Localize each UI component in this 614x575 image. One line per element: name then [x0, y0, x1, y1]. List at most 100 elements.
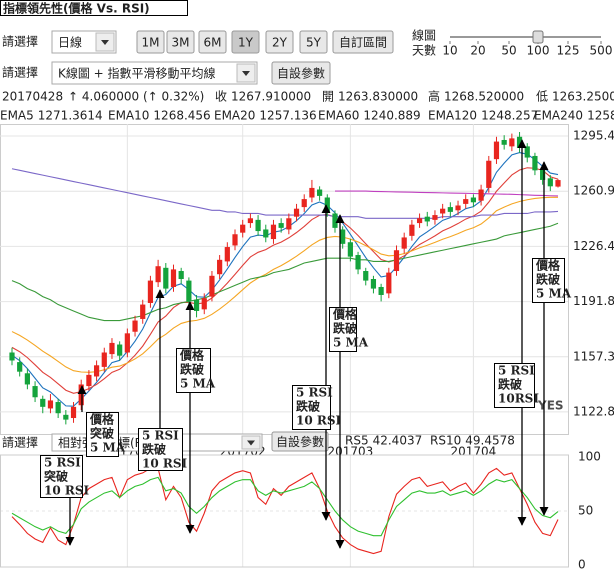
- annotation-text: 5 RSI: [498, 364, 535, 378]
- y-tick-label: 1122.81: [573, 404, 614, 418]
- candle-body: [201, 298, 207, 310]
- annotation-box: [329, 307, 357, 352]
- days-tick-label: 50: [501, 44, 516, 58]
- candle-body: [40, 398, 46, 407]
- candle-body: [424, 216, 430, 222]
- annotation-text: 10 RSI: [296, 414, 342, 428]
- annotation-text: 10RSI: [498, 392, 539, 406]
- rsi-legend-value: 49.4578: [465, 434, 515, 448]
- days-tick-label: 10: [442, 44, 457, 58]
- quote-high-label: 高: [428, 89, 440, 104]
- candle-body: [524, 146, 530, 158]
- annotation-box: [138, 428, 183, 471]
- range-button[interactable]: [136, 30, 165, 54]
- candle-body: [386, 272, 392, 294]
- range-button[interactable]: [166, 30, 195, 54]
- annotation-box: [494, 363, 535, 408]
- candle-body: [401, 237, 407, 249]
- legend-name: EMA240: [534, 109, 583, 123]
- annotation-text: 10 RSI: [44, 484, 90, 498]
- y-tick-label: 100: [578, 450, 601, 464]
- legend-value: 1248.257: [481, 109, 538, 123]
- y-tick-label: 50: [578, 504, 593, 518]
- indicator-params-button[interactable]: [271, 431, 329, 452]
- legend-name: EMA120: [428, 109, 477, 123]
- candle-body: [232, 234, 238, 246]
- quote-open-label: 開: [322, 90, 334, 104]
- ema-line: [11, 152, 559, 407]
- candle-body: [78, 384, 84, 406]
- range-button[interactable]: [299, 30, 328, 54]
- indicator-select-caret: [247, 440, 255, 446]
- y-tick-label: 1260.93: [573, 184, 614, 198]
- days-tick-label: 500: [590, 44, 613, 58]
- annotation-box: [86, 412, 119, 457]
- custom-range-button[interactable]: [332, 30, 394, 54]
- params-button-label: 自設參數: [277, 66, 325, 81]
- annotation-text: 價格: [89, 412, 115, 427]
- candle-body: [340, 229, 346, 244]
- annotation-text: 5 MA: [333, 336, 369, 350]
- candle-body: [493, 141, 500, 160]
- candle-body: [17, 362, 23, 372]
- candle-body: [547, 178, 553, 187]
- days-tick-label: 100: [527, 44, 550, 58]
- days-tick-label: 20: [470, 44, 485, 58]
- legend-name: EMA60: [318, 109, 359, 123]
- chart-type-select[interactable]: [51, 61, 258, 85]
- candle-body: [109, 342, 115, 355]
- quote-date: 20170428: [2, 90, 63, 104]
- range-button[interactable]: [198, 30, 227, 54]
- days-slider-knob[interactable]: [532, 30, 544, 44]
- y-tick-label: 1157.34: [573, 349, 614, 363]
- ema-line: [334, 190, 559, 197]
- annotation-text: 5 RSI: [44, 456, 81, 470]
- candle-body: [170, 269, 177, 287]
- annotation-text: 跌破: [142, 442, 166, 457]
- candle-body: [101, 352, 107, 367]
- range-button[interactable]: [265, 30, 294, 54]
- candle-body: [147, 280, 154, 303]
- candle-body: [317, 189, 323, 196]
- range-button-label: 1M: [142, 36, 160, 50]
- y-tick-label: 1191.87: [573, 294, 614, 308]
- legend-value: 1271.3614: [38, 109, 103, 123]
- chart-select-label: 請選擇: [2, 65, 38, 80]
- ema-line: [11, 167, 559, 394]
- annotation-text: 5 RSI: [296, 386, 333, 400]
- range-button-label: 3M: [172, 36, 190, 50]
- annotation-box: [532, 258, 565, 303]
- annotation-text: 5 RSI: [142, 429, 179, 443]
- annotation-text: 價格: [535, 258, 561, 273]
- candle-body: [416, 218, 423, 224]
- candle-body: [186, 280, 192, 302]
- quote-low: 1263.25000: [552, 90, 614, 104]
- quote-close: 1267.910000: [231, 90, 311, 104]
- range-button[interactable]: [231, 30, 260, 54]
- candle-body: [378, 286, 384, 295]
- candle-body: [24, 373, 30, 385]
- indicator-params-button-label: 自設參數: [276, 434, 324, 449]
- candle-body: [363, 271, 369, 281]
- candle-body: [332, 213, 338, 228]
- annotation-box: [292, 385, 331, 430]
- annotation-text: 價格: [179, 348, 205, 363]
- candle-body: [455, 205, 461, 211]
- page-title: 指標領先性(價格 Vs. RSI): [3, 1, 150, 16]
- candle-body: [70, 406, 77, 419]
- legend-name: EMA5: [0, 109, 34, 123]
- annotation-box: [40, 455, 83, 498]
- annotation-text: 5 MA: [90, 441, 126, 455]
- candle-body: [478, 189, 484, 201]
- candle-body: [393, 250, 400, 272]
- candle-body: [309, 187, 315, 198]
- period-select-value: 日線: [58, 35, 82, 50]
- days-label: 線圖: [412, 28, 436, 43]
- annotation-text: 跌破: [498, 377, 522, 392]
- params-button[interactable]: [271, 61, 331, 85]
- annotation-text: 跌破: [333, 321, 357, 336]
- quote-open: 1263.830000: [338, 90, 418, 104]
- candle-body: [155, 266, 161, 283]
- candle-body: [86, 374, 92, 387]
- candle-body: [217, 259, 223, 275]
